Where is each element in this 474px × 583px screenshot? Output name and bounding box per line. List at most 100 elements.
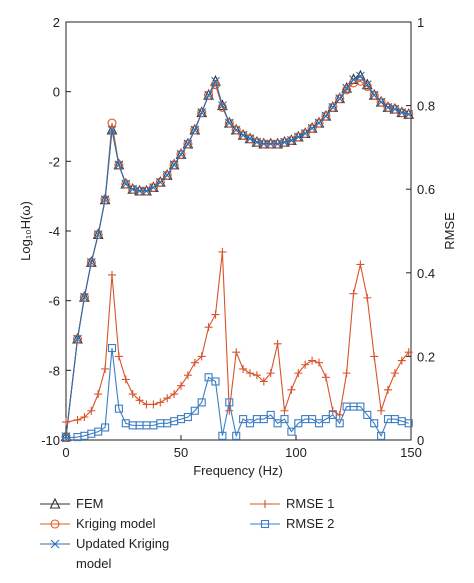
marker (377, 431, 386, 440)
marker (342, 83, 351, 93)
marker (377, 406, 386, 415)
marker (259, 139, 269, 149)
marker (404, 348, 413, 357)
x-tick-label: 0 (62, 445, 69, 460)
marker (190, 358, 199, 367)
marker (80, 292, 89, 302)
marker (273, 419, 282, 428)
series-line (65, 251, 410, 423)
marker (204, 90, 214, 100)
y-tick-label: -2 (48, 154, 60, 169)
marker (211, 76, 220, 86)
marker (225, 406, 234, 415)
marker (107, 343, 117, 353)
marker (301, 360, 310, 369)
marker (321, 111, 331, 121)
marker (252, 371, 261, 380)
y2-axis-label: RMSE (442, 212, 457, 250)
y-tick-label: -10 (41, 433, 60, 448)
x-axis-label: Frequency (Hz) (193, 463, 283, 478)
marker (349, 289, 358, 298)
marker (135, 396, 144, 405)
marker (190, 125, 200, 135)
marker (356, 260, 365, 269)
marker (308, 415, 317, 424)
marker (245, 134, 255, 144)
marker (162, 170, 172, 180)
marker (321, 373, 330, 382)
marker (293, 132, 303, 142)
marker (190, 406, 199, 415)
marker (397, 356, 406, 365)
marker (362, 80, 372, 90)
marker (94, 390, 103, 399)
y-tick-label: -8 (48, 363, 60, 378)
marker (369, 90, 379, 100)
marker (259, 415, 268, 424)
y2-tick-label: 0.4 (417, 266, 435, 281)
marker (232, 348, 241, 357)
marker (155, 177, 165, 187)
marker (163, 394, 172, 403)
y-axis-label: Log₁₀H(ω) (18, 201, 33, 261)
marker (197, 352, 206, 361)
marker (211, 310, 220, 319)
marker (114, 160, 124, 170)
marker (204, 373, 213, 382)
y2-tick-label: 0.6 (417, 182, 435, 197)
marker (280, 415, 289, 424)
marker (61, 433, 71, 442)
marker (128, 184, 138, 194)
marker (307, 123, 317, 133)
marker (204, 90, 213, 100)
marker (356, 402, 365, 411)
marker (335, 410, 344, 419)
y-tick-label: -4 (48, 224, 60, 239)
marker (190, 125, 200, 135)
marker (107, 118, 117, 128)
marker (294, 419, 303, 428)
marker (260, 519, 270, 529)
marker (362, 81, 372, 91)
marker (390, 369, 399, 378)
marker (294, 369, 303, 378)
x-tick-label: 150 (400, 445, 422, 460)
y2-tick-label: 1 (417, 15, 424, 30)
marker (273, 139, 282, 149)
marker (94, 427, 103, 436)
marker (225, 398, 234, 407)
marker (87, 406, 96, 415)
marker (363, 410, 372, 419)
marker (279, 137, 290, 147)
series-line (65, 75, 409, 437)
series-line (65, 75, 409, 437)
marker (342, 85, 352, 95)
marker (224, 118, 234, 128)
marker (86, 257, 96, 267)
legend-label: Updated Kriging model (76, 536, 170, 571)
marker (390, 104, 400, 114)
marker (50, 539, 60, 549)
series-line (65, 347, 409, 439)
marker (218, 431, 227, 440)
marker (238, 130, 248, 140)
marker (211, 377, 220, 386)
y2-tick-label: 0 (417, 433, 424, 448)
marker (183, 139, 193, 149)
marker (142, 400, 151, 409)
marker (169, 160, 179, 170)
marker (239, 415, 248, 424)
legend-label: FEM (76, 496, 104, 511)
marker (321, 415, 330, 424)
marker (79, 292, 89, 302)
marker (342, 369, 351, 378)
marker (149, 183, 158, 192)
marker (300, 129, 310, 138)
marker (121, 179, 131, 189)
marker (308, 356, 317, 365)
marker (349, 75, 358, 84)
marker (321, 111, 331, 121)
marker (397, 108, 407, 117)
marker (142, 186, 151, 196)
marker (404, 419, 413, 428)
